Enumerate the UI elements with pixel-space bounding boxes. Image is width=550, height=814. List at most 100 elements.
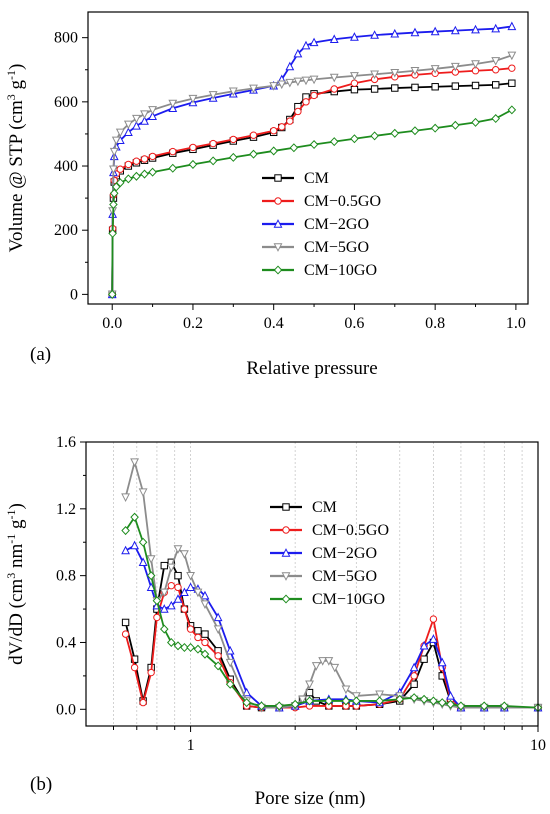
isotherm-point-cm-0-5go bbox=[124, 160, 133, 169]
isotherm-point-cm-5go bbox=[115, 128, 125, 138]
isotherm-point-cm-5go bbox=[148, 106, 158, 115]
isotherm-point-cm-5go bbox=[507, 51, 517, 61]
isotherm-point-cm-0-5go bbox=[132, 157, 141, 165]
pore-size-legend-label: CM−0.5GO bbox=[312, 522, 389, 539]
isotherm-x-tick-label: 0.0 bbox=[102, 315, 122, 332]
isotherm-point-cm bbox=[451, 82, 460, 90]
isotherm-legend-label: CM−0.5GO bbox=[304, 193, 381, 210]
pore-size-point-cm-5go bbox=[159, 588, 169, 598]
pore-size-point-cm-10go bbox=[479, 701, 489, 711]
isotherm-point-cm-0-5go bbox=[249, 131, 258, 139]
isotherm-point-cm-5go bbox=[109, 165, 118, 175]
pore-size-point-cm-0-5go bbox=[121, 630, 130, 638]
pore-size-point-cm-5go bbox=[351, 692, 361, 701]
pore-size-point-cm-10go bbox=[409, 693, 419, 703]
pore-size-point-cm-2go bbox=[166, 600, 176, 610]
pore-size-point-cm-10go bbox=[152, 596, 162, 606]
pore-size-point-cm-10go bbox=[446, 699, 455, 709]
isotherm-point-cm-2go bbox=[329, 34, 339, 43]
isotherm-x-axis-title: Relative pressure bbox=[246, 358, 377, 379]
isotherm-point-cm-5go bbox=[111, 136, 121, 146]
isotherm-point-cm-0-5go bbox=[492, 66, 500, 74]
isotherm-point-cm-10go bbox=[350, 134, 359, 144]
pore-size-point-cm-10go bbox=[257, 701, 266, 711]
isotherm-point-cm-10go bbox=[111, 182, 121, 192]
isotherm-point-cm bbox=[391, 84, 399, 92]
pore-size-legend-label: CM−5GO bbox=[312, 568, 377, 585]
pore-size-point-cm-0-5go bbox=[186, 625, 195, 633]
isotherm-point-cm-2go bbox=[309, 37, 319, 47]
pore-size-point-cm bbox=[201, 630, 209, 638]
pore-size-point-cm-10go bbox=[305, 696, 314, 706]
isotherm-point-cm-2go bbox=[370, 30, 380, 39]
pore-size-point-cm-2go bbox=[200, 590, 210, 600]
isotherm-point-cm-10go bbox=[390, 128, 400, 138]
isotherm-point-cm-10go bbox=[430, 123, 440, 133]
isotherm-point-cm-10go bbox=[124, 174, 133, 184]
isotherm-point-cm-10go bbox=[108, 228, 117, 238]
pore-size-point-cm-2go bbox=[437, 657, 447, 667]
pore-size-point-cm-5go bbox=[138, 488, 148, 498]
isotherm-point-cm-10go bbox=[107, 289, 117, 299]
isotherm-point-cm-0-5go bbox=[294, 107, 302, 116]
pore-size-x-tick-label: 10 bbox=[530, 737, 546, 754]
pore-size-point-cm-5go bbox=[305, 680, 314, 690]
isotherm-y-tick-label: 800 bbox=[54, 30, 78, 47]
pore-size-point-cm-10go bbox=[324, 696, 334, 706]
isotherm-y-tick-label: 600 bbox=[54, 94, 78, 111]
isotherm-point-cm-10go bbox=[309, 139, 319, 150]
pore-size-point-cm-0-5go bbox=[214, 652, 222, 660]
isotherm-point-cm-5go bbox=[309, 75, 319, 85]
pore-size-ticks: 1 10 0.0 0.4 0.8 1.2 1.6 bbox=[56, 434, 546, 754]
pore-size-point-cm-5go bbox=[225, 658, 235, 668]
isotherm-legend-marker bbox=[273, 243, 283, 252]
isotherm-legend: CM CM−0.5GO CM−2GO CM−5GO CM−10GO bbox=[262, 170, 381, 279]
pore-size-y-tick-label: 0.4 bbox=[56, 634, 76, 651]
isotherm-point-cm-10go bbox=[188, 159, 198, 169]
isotherm-point-cm-0-5go bbox=[169, 147, 177, 156]
isotherm-point-cm-2go bbox=[410, 27, 420, 37]
isotherm-y-tick-label: 0 bbox=[70, 286, 78, 303]
pore-size-point-cm-0-5go bbox=[153, 613, 161, 622]
isotherm-point-cm-5go bbox=[329, 73, 339, 83]
isotherm-point-cm bbox=[431, 83, 439, 91]
isotherm-point-cm-5go bbox=[188, 94, 198, 104]
pore-size-point-cm-10go bbox=[193, 644, 203, 654]
pore-size-point-cm bbox=[420, 655, 428, 663]
isotherm-series-cm-10go bbox=[107, 105, 517, 299]
isotherm-legend-marker bbox=[273, 219, 283, 228]
isotherm-point-cm-2go bbox=[301, 40, 311, 50]
isotherm-point-cm-5go bbox=[350, 72, 359, 81]
isotherm-point-cm-0-5go bbox=[302, 98, 310, 106]
isotherm-point-cm bbox=[492, 81, 500, 89]
isotherm-y-axis-title: Volume @ STP (cm3 g-1) bbox=[4, 64, 27, 253]
isotherm-point-cm-0-5go bbox=[269, 127, 278, 135]
isotherm-series-group bbox=[107, 21, 517, 300]
isotherm-point-cm-0-5go bbox=[140, 155, 149, 163]
isotherm-panel-label: (a) bbox=[30, 344, 51, 365]
pore-size-point-cm-5go bbox=[186, 571, 196, 581]
pore-size-point-cm bbox=[194, 627, 202, 635]
pore-size-point-cm-10go bbox=[186, 642, 195, 653]
pore-size-y-axis-title: dV/dD (cm3 nm-1 g-1) bbox=[4, 503, 27, 665]
pore-size-point-cm-5go bbox=[213, 625, 223, 634]
pore-size-point-cm-10go bbox=[437, 698, 447, 708]
pore-size-point-cm-2go bbox=[213, 612, 223, 622]
pore-size-point-cm-0-5go bbox=[139, 698, 147, 707]
pore-size-panel-label: (b) bbox=[30, 774, 52, 795]
isotherm-point-cm-5go bbox=[208, 91, 218, 100]
pore-size-point-cm-5go bbox=[180, 550, 189, 559]
pore-size-point-cm-5go bbox=[121, 493, 131, 503]
pore-size-point-cm-10go bbox=[225, 679, 235, 689]
pore-size-point-cm-5go bbox=[193, 588, 203, 598]
pore-size-point-cm-10go bbox=[167, 637, 176, 647]
pore-size-point-cm-10go bbox=[180, 642, 189, 653]
pore-size-point-cm-0-5go bbox=[147, 668, 155, 677]
pore-size-point-cm-10go bbox=[419, 694, 429, 704]
isotherm-legend-label: CM−10GO bbox=[304, 262, 377, 279]
isotherm-point-cm-0-5go bbox=[278, 123, 286, 131]
pore-size-point-cm-5go bbox=[173, 545, 183, 554]
pore-size-point-cm-10go bbox=[130, 512, 139, 522]
isotherm-point-cm-0-5go bbox=[189, 143, 197, 152]
pore-size-legend-marker bbox=[281, 594, 291, 604]
